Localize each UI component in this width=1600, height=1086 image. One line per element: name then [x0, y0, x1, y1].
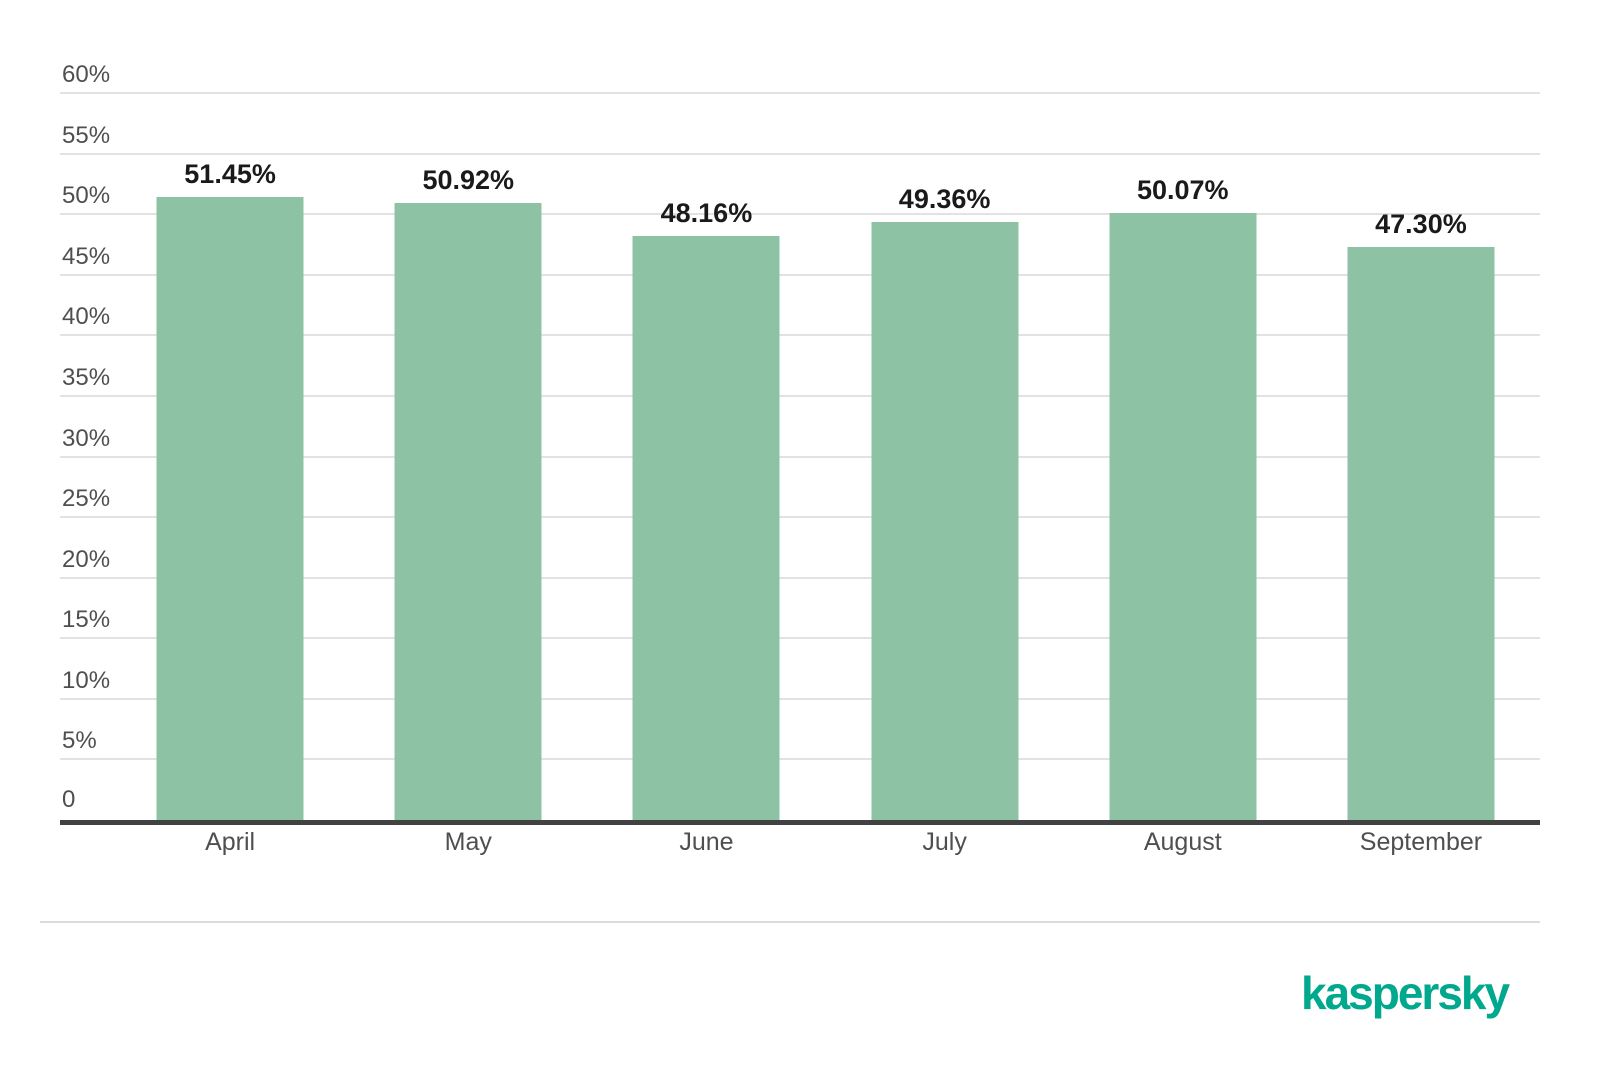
footer-divider [40, 921, 1540, 923]
bar-value-label-august: 50.07% [1136, 175, 1229, 206]
gridline-20 [60, 576, 1540, 579]
x-axis-label-september: September [1359, 828, 1483, 856]
y-axis-tick-label-20: 20% [62, 545, 111, 573]
x-axis-line [60, 820, 1540, 825]
gridline-55 [60, 152, 1540, 155]
gridline-60 [60, 92, 1540, 94]
bar-value-label-september: 47.30% [1375, 208, 1467, 239]
gridline-15 [60, 637, 1540, 640]
gridline-50 [60, 213, 1540, 216]
kaspersky-logo: kaspersky [1301, 967, 1510, 1019]
x-axis-label-july: July [922, 828, 967, 856]
x-axis-label-june: June [679, 828, 734, 856]
plot-area: 51.45% 50.92% 48.16% 49.36% 50.07% 47.30% 0 5%… [60, 63, 1540, 825]
bar-slot-september: 47.30% [1302, 93, 1540, 820]
y-axis-tick-label-5: 5% [62, 727, 97, 755]
y-axis-tick-label-55: 55% [62, 121, 111, 149]
bar-value-label-april: 51.45% [184, 158, 276, 189]
y-axis-tick-label-30: 30% [62, 424, 111, 452]
bar-august [1109, 213, 1257, 820]
bar-slot-april: 51.45% [111, 93, 349, 820]
y-axis-tick-label-35: 35% [62, 363, 111, 391]
y-axis-tick-label-25: 25% [62, 485, 111, 513]
y-axis-tick-label-15: 15% [62, 606, 111, 634]
bar-april [156, 196, 304, 820]
x-axis-label-august: August [1143, 828, 1222, 856]
x-axis-labels: April May June July August September [111, 828, 1540, 857]
x-axis-label-may: May [444, 828, 492, 856]
y-axis-tick-label-60: 60% [62, 61, 111, 88]
bar-slot-may: 50.92% [349, 93, 587, 820]
bar-july [871, 221, 1019, 820]
bar-slot-august: 50.07% [1064, 93, 1302, 820]
bar-slot-july: 49.36% [826, 93, 1064, 820]
bar-value-label-june: 48.16% [660, 198, 753, 229]
gridline-25 [60, 516, 1540, 519]
bar-september [1347, 246, 1495, 820]
bars-container: 51.45% 50.92% 48.16% 49.36% 50.07% 47.30% [111, 93, 1540, 820]
y-axis-tick-label-45: 45% [62, 242, 111, 270]
gridline-5 [60, 758, 1540, 761]
y-axis-tick-label-10: 10% [62, 666, 111, 694]
x-axis-label-april: April [205, 828, 256, 856]
gridline-40 [60, 334, 1540, 337]
bar-may [394, 203, 542, 820]
y-axis-tick-label-40: 40% [62, 303, 111, 331]
gridline-30 [60, 455, 1540, 458]
y-axis-tick-label-50: 50% [62, 182, 111, 210]
bar-value-label-july: 49.36% [898, 183, 991, 214]
bar-value-label-may: 50.92% [422, 165, 515, 196]
y-axis-tick-label-0: 0 [62, 786, 76, 813]
bar-june [632, 236, 780, 820]
bar-slot-june: 48.16% [587, 93, 825, 820]
gridline-45 [60, 273, 1540, 276]
gridline-35 [60, 394, 1540, 397]
gridline-10 [60, 697, 1540, 700]
